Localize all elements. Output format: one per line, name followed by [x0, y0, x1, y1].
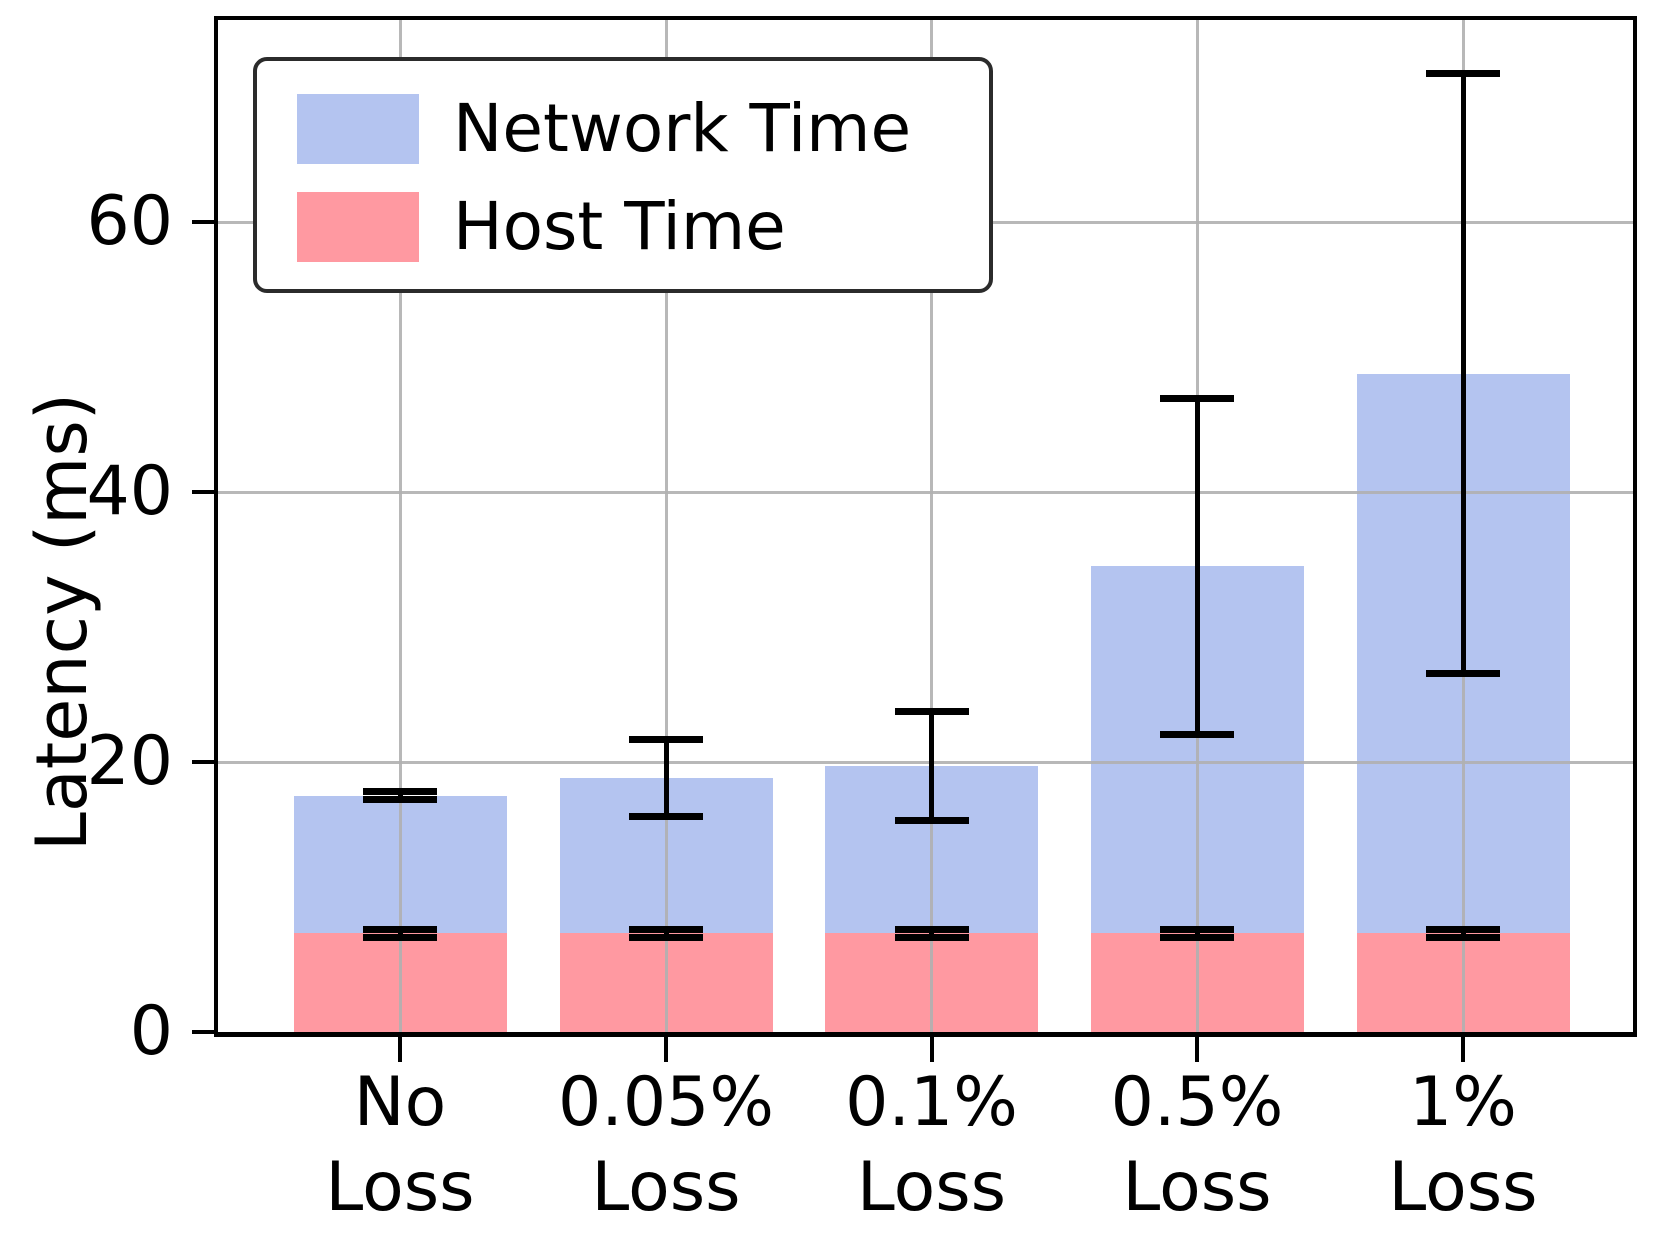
- y-tick-label: 60: [86, 182, 173, 262]
- error-bar-total-line: [663, 739, 669, 817]
- x-gridline: [930, 20, 933, 1032]
- error-bar-host-line: [1460, 929, 1466, 938]
- error-bar-host-line: [663, 929, 669, 938]
- error-bar-total-line: [1460, 73, 1466, 674]
- y-tick-label: 40: [86, 452, 173, 532]
- y-tick-mark: [192, 490, 214, 495]
- error-bar-total-cap-bottom: [1160, 730, 1234, 738]
- legend-swatch-network-time: [297, 94, 419, 164]
- error-bar-host-cap-bottom: [629, 934, 703, 942]
- legend-label-network-time: Network Time: [453, 90, 912, 167]
- error-bar-total-cap-top: [1426, 69, 1500, 77]
- error-bar-total-cap-bottom: [894, 817, 969, 825]
- x-tick-mark: [1461, 1037, 1465, 1062]
- x-tick-label: 0.05% Loss: [557, 1063, 775, 1227]
- legend-swatch-host-time: [297, 192, 419, 262]
- x-tick-label: No Loss: [325, 1063, 475, 1227]
- error-bar-host-cap-top: [1426, 925, 1500, 933]
- error-bar-host-cap-bottom: [363, 934, 437, 942]
- x-gridline: [664, 20, 668, 1032]
- error-bar-total-cap-top: [894, 708, 969, 716]
- y-tick-mark: [192, 760, 214, 765]
- error-bar-total-cap-bottom: [1426, 670, 1500, 678]
- error-bar-total-line: [397, 791, 403, 800]
- error-bar-host-line: [929, 929, 934, 938]
- error-bar-total-cap-top: [629, 736, 703, 744]
- error-bar-host-line: [1194, 929, 1200, 938]
- x-tick-label: 1% Loss: [1388, 1063, 1538, 1227]
- error-bar-total-line: [929, 711, 934, 821]
- error-bar-host-line: [397, 929, 403, 938]
- y-gridline: [218, 490, 1633, 494]
- x-tick-mark: [929, 1037, 934, 1062]
- y-tick-mark: [192, 220, 214, 225]
- error-bar-host-cap-top: [629, 925, 703, 933]
- error-bar-host-cap-bottom: [1426, 934, 1500, 942]
- error-bar-host-cap-bottom: [1160, 934, 1234, 942]
- error-bar-total-cap-top: [1160, 394, 1234, 402]
- legend: Network Time Host Time: [253, 57, 993, 293]
- x-tick-mark: [664, 1037, 668, 1062]
- x-tick-mark: [398, 1037, 402, 1062]
- x-tick-mark: [1195, 1037, 1199, 1062]
- error-bar-host-cap-bottom: [894, 934, 969, 942]
- error-bar-host-cap-top: [894, 925, 969, 933]
- legend-label-host-time: Host Time: [453, 188, 786, 265]
- error-bar-total-line: [1194, 398, 1200, 735]
- x-gridline: [398, 20, 402, 1032]
- error-bar-total-cap-bottom: [363, 796, 437, 804]
- error-bar-total-cap-top: [363, 788, 437, 796]
- y-tick-mark: [192, 1030, 214, 1034]
- x-tick-label: 0.5% Loss: [1110, 1063, 1284, 1227]
- y-tick-label: 0: [129, 992, 173, 1071]
- plot-area: 0 20 40 60 No Loss 0.05% Loss 0.1% Loss 0.5% Lo…: [86, 16, 1637, 1227]
- error-bar-host-cap-top: [363, 925, 437, 933]
- y-gridline: [218, 760, 1633, 764]
- x-tick-label: 0.1% Loss: [845, 1063, 1018, 1227]
- error-bar-total-cap-bottom: [629, 813, 703, 821]
- y-tick-label: 20: [86, 722, 173, 802]
- error-bar-host-cap-top: [1160, 925, 1234, 933]
